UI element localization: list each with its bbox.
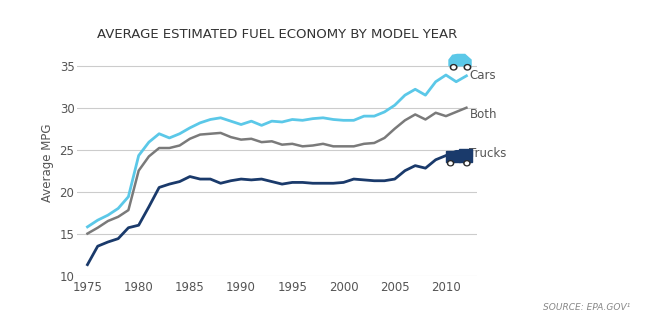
Circle shape bbox=[466, 66, 469, 69]
Circle shape bbox=[464, 65, 471, 70]
Circle shape bbox=[464, 161, 470, 166]
Text: Trucks: Trucks bbox=[469, 147, 507, 160]
Circle shape bbox=[447, 161, 454, 166]
Text: Cars: Cars bbox=[469, 69, 496, 82]
Text: SOURCE: EPA.GOV¹: SOURCE: EPA.GOV¹ bbox=[543, 303, 630, 312]
Circle shape bbox=[465, 162, 469, 165]
Circle shape bbox=[449, 162, 452, 165]
Polygon shape bbox=[449, 54, 471, 66]
Title: AVERAGE ESTIMATED FUEL ECONOMY BY MODEL YEAR: AVERAGE ESTIMATED FUEL ECONOMY BY MODEL … bbox=[97, 28, 457, 41]
Polygon shape bbox=[446, 151, 460, 162]
Polygon shape bbox=[460, 149, 471, 162]
Y-axis label: Average MPG: Average MPG bbox=[41, 123, 54, 202]
Circle shape bbox=[450, 65, 457, 70]
Circle shape bbox=[452, 66, 455, 69]
Text: Both: Both bbox=[469, 108, 497, 121]
